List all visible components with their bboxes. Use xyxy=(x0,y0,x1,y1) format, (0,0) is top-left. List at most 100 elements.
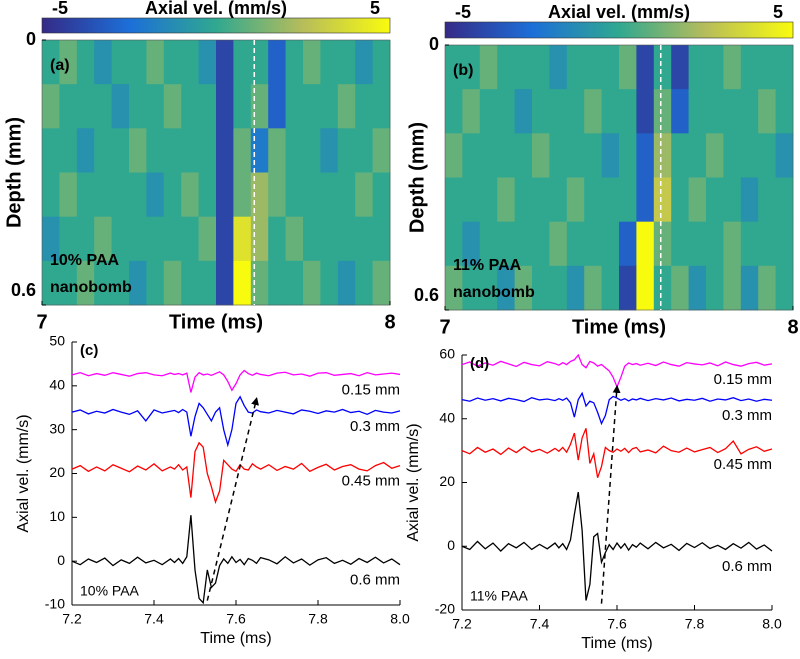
y-tick-label: 30 xyxy=(49,420,65,436)
heatmap-cell xyxy=(233,40,252,85)
y-axis-title: Axial vel. (mm/s) xyxy=(405,423,422,541)
heatmap-cell xyxy=(198,172,217,218)
heatmap-cell xyxy=(619,133,637,178)
heatmap-cell xyxy=(514,89,533,134)
heatmap-cell xyxy=(636,89,655,134)
x-axis-title: Time (ms) xyxy=(169,311,263,333)
x-tick-label: 7.2 xyxy=(452,616,472,632)
heatmap-cell xyxy=(163,128,182,173)
heatmap-cell xyxy=(497,133,515,178)
series-label: 0.45 mm xyxy=(714,456,772,473)
heatmap-cell xyxy=(514,45,533,90)
series-label: 0.6 mm xyxy=(722,558,772,575)
heatmap-cell xyxy=(268,260,286,306)
heatmap-cell xyxy=(775,45,794,90)
heatmap-cell xyxy=(198,84,217,129)
x-axis-title: Time (ms) xyxy=(581,635,652,652)
heatmap-cell xyxy=(76,172,95,218)
x-tick-label: 7.4 xyxy=(530,616,550,632)
heatmap-cell xyxy=(514,221,533,267)
heatmap-cell xyxy=(584,177,602,223)
heatmap-cell xyxy=(250,40,269,85)
heatmap-cell xyxy=(601,45,620,90)
heatmap-cell xyxy=(372,128,391,173)
series-line xyxy=(461,391,773,426)
heatmap-cell xyxy=(337,172,356,218)
x-axis-title: Time (ms) xyxy=(200,630,271,647)
heatmap-cell xyxy=(94,172,112,218)
heatmap-cell xyxy=(111,216,130,262)
agent-label: nanobomb xyxy=(453,284,535,301)
heatmap-cell xyxy=(706,133,724,178)
heatmap-cell xyxy=(163,40,182,85)
heatmap-cell xyxy=(723,221,742,267)
heatmap-cell xyxy=(706,89,724,134)
heatmap-cell xyxy=(445,45,463,90)
heatmap-cell xyxy=(671,265,689,311)
heatmap-cell xyxy=(59,84,78,129)
series-line xyxy=(461,353,773,389)
series-label: 0.3 mm xyxy=(722,407,772,424)
series-label: 0.15 mm xyxy=(342,381,400,398)
heatmap-cell xyxy=(584,133,602,178)
heatmap-cell xyxy=(706,265,724,311)
series-line xyxy=(461,428,773,478)
heatmap-cell xyxy=(250,84,269,129)
heatmap-cell xyxy=(479,45,498,90)
heatmap-cell xyxy=(250,172,269,218)
panel-label: (d) xyxy=(470,355,489,372)
heatmap-cell xyxy=(181,260,199,306)
heatmap-cell xyxy=(250,260,269,306)
heatmap-cell xyxy=(303,172,321,218)
heatmap-cell xyxy=(532,221,550,267)
x-tick-label: 7.4 xyxy=(144,611,164,627)
heatmap-cell xyxy=(601,89,620,134)
heatmap-cell xyxy=(233,172,252,218)
agent-label: nanobomb xyxy=(50,279,132,296)
heatmap-cell xyxy=(549,265,568,311)
heatmap-cell xyxy=(671,133,689,178)
heatmap-cell xyxy=(198,260,217,306)
sample-label: 11% PAA xyxy=(453,257,522,274)
heatmap-cell xyxy=(181,128,199,173)
heatmap-cell xyxy=(584,265,602,311)
heatmap-cell xyxy=(566,89,585,134)
heatmap-cell xyxy=(723,133,742,178)
heatmap-cell xyxy=(372,84,391,129)
y-tick-label: 0.6 xyxy=(414,285,439,305)
heatmap-cell xyxy=(42,260,60,306)
heatmap-cell xyxy=(94,84,112,129)
heatmap-cell xyxy=(250,216,269,262)
heatmap-cell xyxy=(601,177,620,223)
y-tick-label: 0 xyxy=(447,537,455,553)
panel: -20 0 20 40 60 7.2 7.4 7.6 7.8 8.0 Time (ms) Axial … xyxy=(405,346,782,653)
y-tick-label: 20 xyxy=(49,464,65,480)
series-line xyxy=(71,369,401,393)
heatmap-cell xyxy=(163,260,182,306)
heatmap-cell xyxy=(303,128,321,173)
heatmap-cell xyxy=(566,177,585,223)
heatmap-cell xyxy=(216,172,234,218)
heatmap-cell xyxy=(566,45,585,90)
sample-label: 10% PAA xyxy=(50,252,120,269)
heatmap-cell xyxy=(532,133,550,178)
heatmap-cell xyxy=(337,84,356,129)
heatmap-cell xyxy=(706,177,724,223)
heatmap-cell xyxy=(758,221,776,267)
heatmap-cell xyxy=(76,216,95,262)
heatmap-cell xyxy=(532,89,550,134)
sample-label: 10% PAA xyxy=(80,583,140,599)
colorbar-tick-label: -5 xyxy=(455,2,471,22)
heatmap-cell xyxy=(233,260,252,306)
heatmap-cell xyxy=(285,216,304,262)
panel-label: (b) xyxy=(453,62,473,79)
heatmap-cell xyxy=(146,40,165,85)
y-axis-title: Depth (mm) xyxy=(406,122,428,233)
heatmap-cell xyxy=(688,89,707,134)
panel-label: (c) xyxy=(80,342,98,359)
heatmap-cell xyxy=(619,89,637,134)
heatmap-cell xyxy=(445,89,463,134)
heatmap-cell xyxy=(216,260,234,306)
heatmap-cell xyxy=(462,265,481,311)
heatmap-cell xyxy=(42,84,60,129)
